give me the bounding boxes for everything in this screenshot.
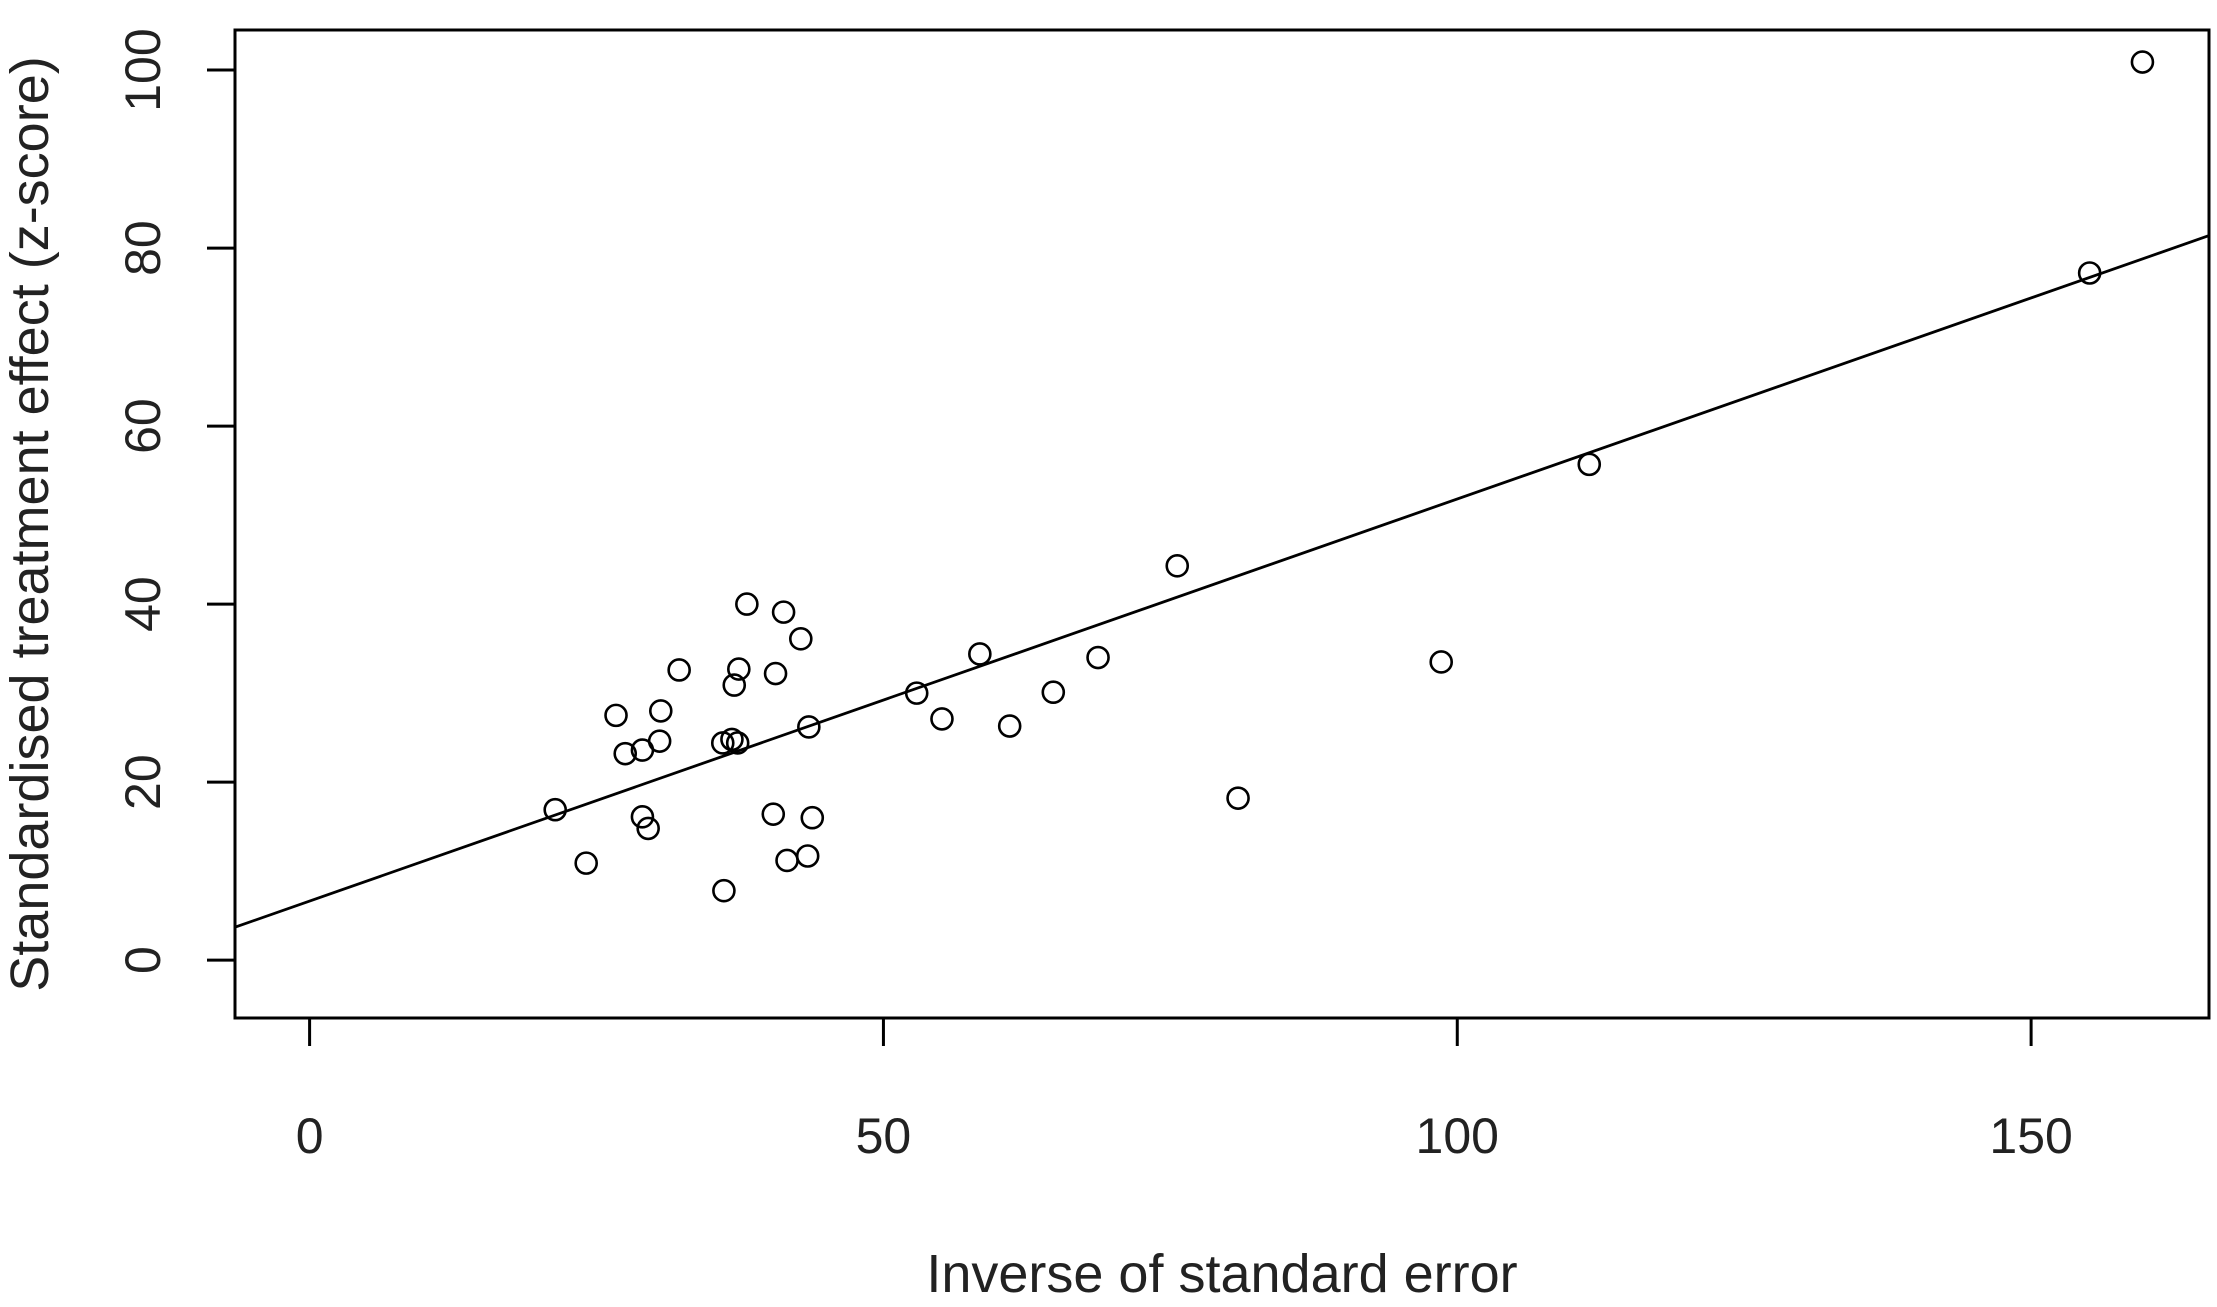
y-tick-label: 60 xyxy=(115,398,171,454)
data-point xyxy=(722,673,747,697)
y-axis: 0 20 40 60 80 100 xyxy=(115,28,235,974)
x-axis-title: Inverse of standard error xyxy=(926,1244,1517,1304)
data-point xyxy=(604,703,628,728)
data-point xyxy=(1086,645,1110,670)
x-tick-label: 100 xyxy=(1416,1108,1499,1164)
y-tick-label: 0 xyxy=(115,946,171,974)
data-point xyxy=(613,741,638,766)
y-tick-label: 80 xyxy=(115,220,171,276)
data-point xyxy=(2077,261,2102,285)
data-point xyxy=(789,627,813,651)
y-tick-label: 100 xyxy=(115,28,171,111)
y-axis-title: Standardised treatment effect (z-score) xyxy=(0,56,60,991)
data-point xyxy=(1226,786,1250,810)
data-point xyxy=(763,661,788,686)
plot-frame xyxy=(233,28,2211,1020)
data-point xyxy=(775,848,799,873)
data-point xyxy=(1577,452,1602,477)
data-point xyxy=(930,707,954,731)
data-point xyxy=(630,805,655,829)
data-point xyxy=(2130,50,2155,74)
data-point xyxy=(720,727,744,752)
data-points xyxy=(543,50,2155,903)
data-point xyxy=(712,878,736,903)
data-point xyxy=(727,657,751,681)
x-tick-label: 150 xyxy=(1989,1108,2072,1164)
x-tick-label: 0 xyxy=(296,1108,324,1164)
data-point xyxy=(761,802,786,826)
data-point xyxy=(997,714,1022,738)
x-axis: 0 50 100 150 xyxy=(296,1018,2073,1164)
y-tick-label: 40 xyxy=(115,576,171,632)
data-point xyxy=(725,731,750,755)
data-point xyxy=(667,658,691,682)
data-point xyxy=(647,729,672,753)
y-tick-label: 20 xyxy=(115,754,171,810)
data-point xyxy=(800,805,825,830)
data-point xyxy=(1165,554,1190,578)
data-point xyxy=(1041,680,1066,705)
data-point xyxy=(648,699,673,723)
x-tick-label: 50 xyxy=(856,1108,912,1164)
regression-line xyxy=(234,234,2210,929)
data-point xyxy=(797,715,821,739)
data-point xyxy=(904,681,929,705)
data-point xyxy=(735,592,759,616)
data-point xyxy=(574,851,598,875)
data-point xyxy=(968,642,992,666)
data-point xyxy=(795,844,820,868)
data-point xyxy=(771,600,796,624)
data-point xyxy=(1429,650,1454,674)
data-point xyxy=(636,816,660,841)
data-point xyxy=(543,797,568,822)
